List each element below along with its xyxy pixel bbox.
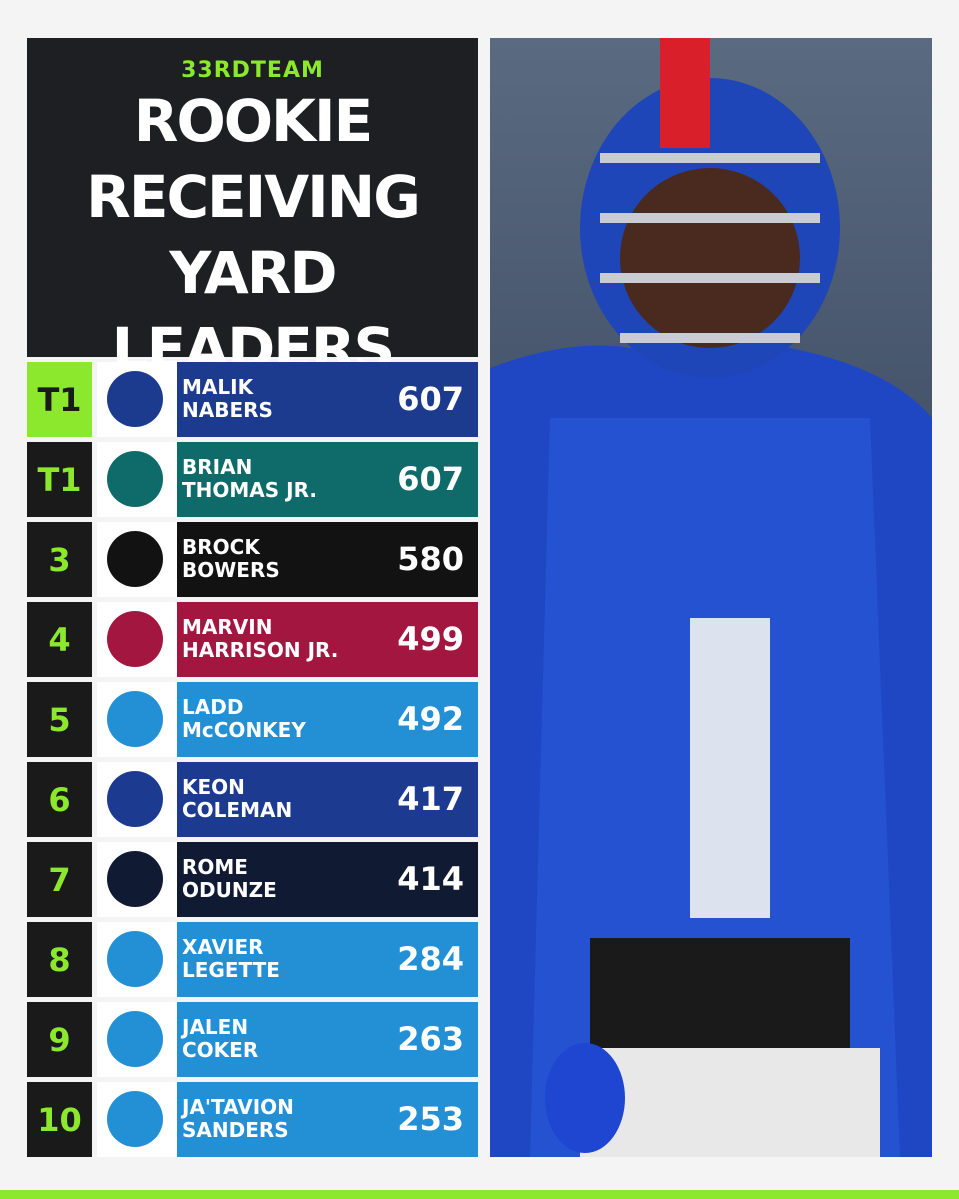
name-line: COLEMAN	[182, 798, 293, 822]
yards: 417	[397, 780, 464, 818]
name-line: LEGETTE	[182, 958, 280, 982]
rank: 10	[27, 1082, 92, 1157]
name-line: McCONKEY	[182, 718, 306, 742]
yards: 580	[397, 540, 464, 578]
name-line: MALIK	[182, 375, 254, 399]
team-logo	[97, 522, 177, 597]
player-bar: MARVIN HARRISON JR. 499	[177, 602, 478, 677]
player-bar: ROME ODUNZE 414	[177, 842, 478, 917]
logo-shape	[107, 771, 163, 827]
player-name: BROCK BOWERS	[182, 536, 280, 582]
table-row: T1 MALIK NABERS 607	[27, 362, 478, 437]
logo-shape	[107, 1011, 163, 1067]
table-row: 5 LADD McCONKEY 492	[27, 682, 478, 757]
table-row: T1 BRIAN THOMAS JR. 607	[27, 442, 478, 517]
name-line: LADD	[182, 695, 244, 719]
player-bar: XAVIER LEGETTE 284	[177, 922, 478, 997]
rank: 5	[27, 682, 92, 757]
logo-shape	[107, 371, 163, 427]
yards: 414	[397, 860, 464, 898]
rank: 6	[27, 762, 92, 837]
yards: 607	[397, 380, 464, 418]
name-line: XAVIER	[182, 935, 264, 959]
table-row: 6 KEON COLEMAN 417	[27, 762, 478, 837]
player-name: KEON COLEMAN	[182, 776, 292, 822]
rank: T1	[27, 442, 92, 517]
player-bar: BRIAN THOMAS JR. 607	[177, 442, 478, 517]
logo-shape	[107, 691, 163, 747]
player-name: BRIAN THOMAS JR.	[182, 456, 317, 502]
name-line: NABERS	[182, 398, 273, 422]
brand: 33RDTEAM	[181, 58, 324, 83]
player-bar: KEON COLEMAN 417	[177, 762, 478, 837]
player-bar: JALEN COKER 263	[177, 1002, 478, 1077]
yards: 263	[397, 1020, 464, 1058]
table-row: 3 BROCK BOWERS 580	[27, 522, 478, 597]
player-name: LADD McCONKEY	[182, 696, 306, 742]
yards: 284	[397, 940, 464, 978]
footer-bar	[0, 1190, 959, 1199]
logo-shape	[107, 1091, 163, 1147]
name-line: THOMAS JR.	[182, 478, 317, 502]
table-row: 8 XAVIER LEGETTE 284	[27, 922, 478, 997]
team-logo	[97, 1082, 177, 1157]
rank: 9	[27, 1002, 92, 1077]
name-line: HARRISON JR.	[182, 638, 339, 662]
name-line: JA'TAVION	[182, 1095, 294, 1119]
rank: 3	[27, 522, 92, 597]
name-line: JALEN	[182, 1015, 249, 1039]
team-logo	[97, 842, 177, 917]
yards: 253	[397, 1100, 464, 1138]
name-line: ODUNZE	[182, 878, 277, 902]
name-line: ROME	[182, 855, 248, 879]
player-bar: MALIK NABERS 607	[177, 362, 478, 437]
logo-shape	[107, 451, 163, 507]
player-name: JA'TAVION SANDERS	[182, 1096, 294, 1142]
player-bar: JA'TAVION SANDERS 253	[177, 1082, 478, 1157]
name-line: BOWERS	[182, 558, 280, 582]
rank: 8	[27, 922, 92, 997]
logo-shape	[107, 531, 163, 587]
team-logo	[97, 442, 177, 517]
logo-shape	[107, 851, 163, 907]
yards: 499	[397, 620, 464, 658]
name-line: BROCK	[182, 535, 260, 559]
player-bar: LADD McCONKEY 492	[177, 682, 478, 757]
table-row: 9 JALEN COKER 263	[27, 1002, 478, 1077]
logo-shape	[107, 611, 163, 667]
name-line: KEON	[182, 775, 245, 799]
rank: 7	[27, 842, 92, 917]
player-name: ROME ODUNZE	[182, 856, 277, 902]
title-line: ROOKIE	[133, 87, 373, 155]
yards: 607	[397, 460, 464, 498]
team-logo	[97, 762, 177, 837]
player-name: MALIK NABERS	[182, 376, 273, 422]
rank: 4	[27, 602, 92, 677]
logo-shape	[107, 931, 163, 987]
player-photo	[490, 38, 932, 1157]
yards: 492	[397, 700, 464, 738]
team-logo	[97, 602, 177, 677]
table-row: 4 MARVIN HARRISON JR. 499	[27, 602, 478, 677]
table-row: 7 ROME ODUNZE 414	[27, 842, 478, 917]
name-line: BRIAN	[182, 455, 253, 479]
player-bar: BROCK BOWERS 580	[177, 522, 478, 597]
rank: T1	[27, 362, 92, 437]
team-logo	[97, 922, 177, 997]
name-line: COKER	[182, 1038, 259, 1062]
table-row: 10 JA'TAVION SANDERS 253	[27, 1082, 478, 1157]
title-line: RECEIVING	[86, 163, 421, 231]
name-line: SANDERS	[182, 1118, 289, 1142]
header: 33RDTEAM ROOKIE RECEIVING YARD LEADERS T…	[27, 38, 478, 420]
team-logo	[97, 362, 177, 437]
team-logo	[97, 1002, 177, 1077]
name-line: MARVIN	[182, 615, 273, 639]
team-logo	[97, 682, 177, 757]
player-name: JALEN COKER	[182, 1016, 258, 1062]
player-name: MARVIN HARRISON JR.	[182, 616, 338, 662]
player-name: XAVIER LEGETTE	[182, 936, 280, 982]
